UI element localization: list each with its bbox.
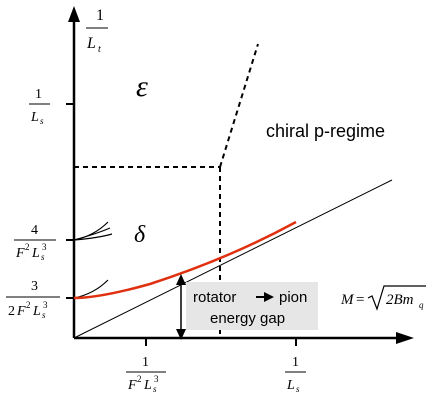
x-axis-arrow	[396, 332, 414, 344]
y-middle-den-pre-sup: 2	[25, 242, 30, 252]
y-top-num: 1	[96, 7, 104, 24]
gap-text-pion: pion	[279, 289, 307, 306]
region-chiral: chiral p-regime	[266, 121, 385, 141]
gap-arrow-head-bottom	[176, 329, 186, 340]
x-right-den: L	[286, 378, 295, 393]
x-left-den: L	[143, 378, 152, 393]
y-lower-den-pre-sup: 2	[26, 300, 31, 310]
x-left-den-sup: 3	[154, 374, 159, 384]
y-lower-den: L	[32, 304, 41, 319]
y-lower-den-coef: 2	[8, 304, 15, 319]
y-axis-arrow	[68, 6, 80, 22]
x-left-den-pre-sup: 2	[137, 374, 142, 384]
x-left-den-sub: s	[153, 384, 157, 394]
y-lower-num: 3	[31, 279, 38, 294]
boundary-diagonal-dashed	[219, 43, 259, 168]
mass-radical: 2Bm	[386, 292, 414, 308]
gap-box	[186, 282, 318, 330]
y-middle-den-sub: s	[41, 252, 45, 262]
gap-text-arrow-head	[264, 292, 274, 302]
mass-line	[73, 179, 393, 339]
x-right-den-sub: s	[296, 384, 300, 394]
gap-arrow-head-top	[176, 274, 186, 285]
y-lower-den-sup: 3	[43, 300, 48, 310]
x-right-num: 1	[292, 355, 299, 370]
y-lower-den-sub: s	[42, 310, 46, 320]
mass-radical-sign	[367, 285, 426, 311]
y-upper-den: L	[30, 110, 39, 125]
y-upper-den-sub: s	[40, 116, 44, 126]
x-left-num: 1	[142, 355, 149, 370]
y-top-den: L	[86, 35, 96, 52]
y-middle-den-sup: 3	[42, 242, 47, 252]
x-left-den-pre: F	[127, 378, 137, 393]
y-middle-num: 4	[31, 223, 38, 238]
gap-text-energy: energy gap	[210, 310, 285, 327]
mass-radical-sub: q	[419, 300, 424, 310]
region-epsilon: ε	[136, 70, 148, 103]
y-lower-den-pre: F	[16, 304, 26, 319]
mass-lhs: M	[340, 292, 355, 308]
region-delta: δ	[134, 222, 146, 248]
energy-curve	[73, 220, 297, 300]
y-middle-den: L	[31, 246, 40, 261]
delta-curve-3	[73, 233, 113, 241]
mass-eq: =	[356, 292, 364, 308]
y-middle-den-pre: F	[15, 246, 25, 261]
y-top-den-sub: t	[98, 44, 101, 55]
y-upper-num: 1	[35, 87, 42, 102]
gap-text-rotator: rotator	[193, 289, 236, 306]
delta-curve-2	[73, 227, 111, 241]
